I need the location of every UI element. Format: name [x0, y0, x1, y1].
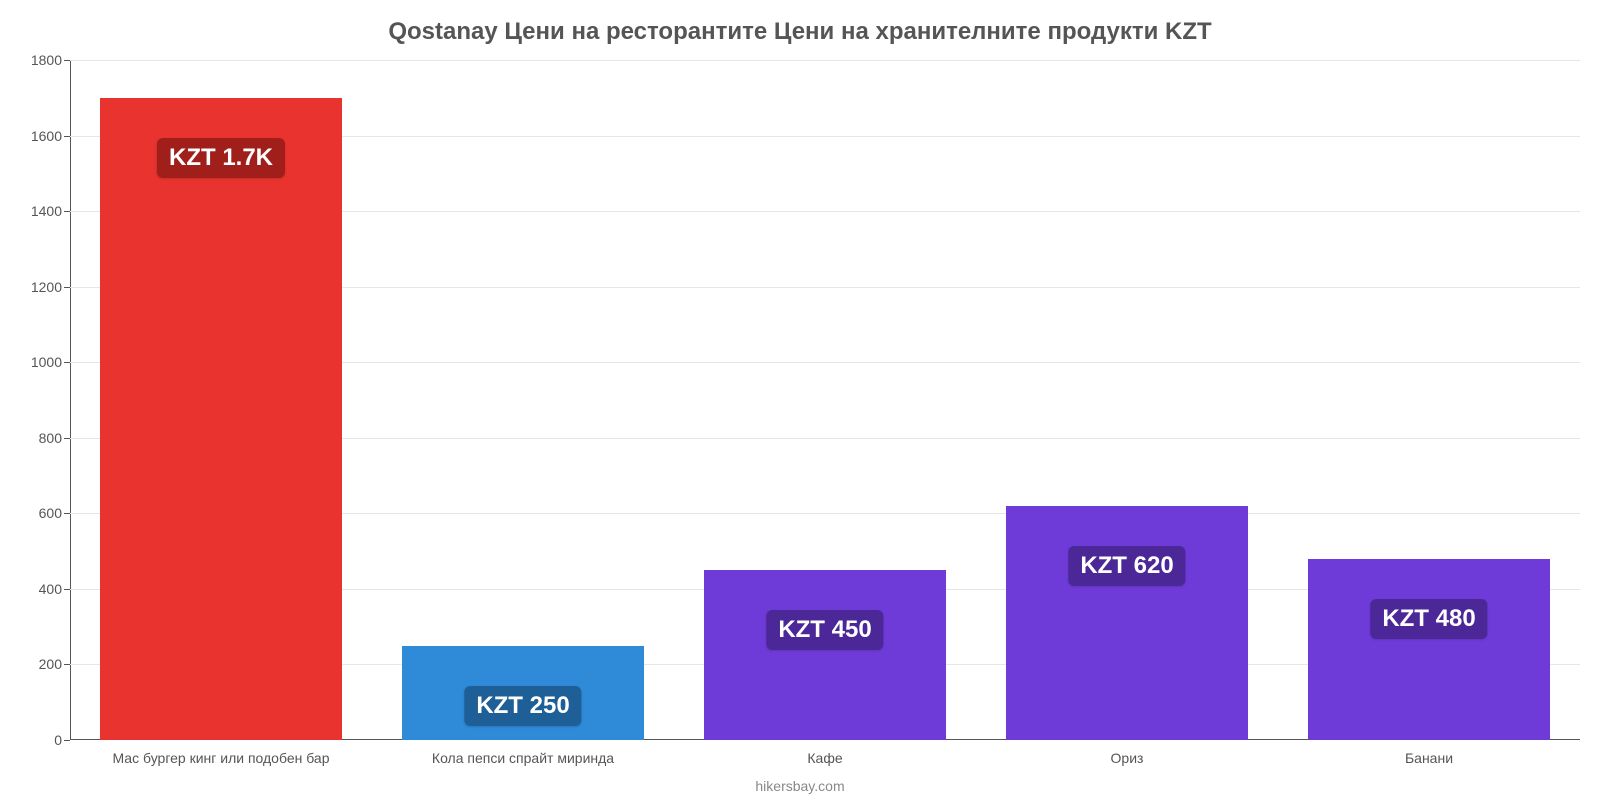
y-axis-line — [70, 60, 71, 740]
ytick-mark — [64, 513, 70, 514]
ytick-mark — [64, 60, 70, 61]
bar — [100, 98, 342, 740]
ytick-label: 800 — [39, 430, 62, 446]
gridline — [70, 60, 1580, 61]
value-badge: KZT 450 — [766, 610, 883, 650]
ytick-mark — [64, 589, 70, 590]
ytick-mark — [64, 287, 70, 288]
xtick-label: Кафе — [807, 750, 842, 766]
ytick-mark — [64, 211, 70, 212]
value-badge: KZT 250 — [464, 686, 581, 726]
chart-title: Qostanay Цени на ресторантите Цени на хр… — [0, 18, 1600, 46]
bar — [704, 570, 946, 740]
ytick-label: 1200 — [31, 279, 62, 295]
bar — [1006, 506, 1248, 740]
ytick-label: 400 — [39, 581, 62, 597]
ytick-label: 1800 — [31, 52, 62, 68]
ytick-mark — [64, 664, 70, 665]
plot-area: 020040060080010001200140016001800Мас бур… — [70, 60, 1580, 740]
value-badge: KZT 1.7K — [157, 138, 285, 178]
value-badge: KZT 480 — [1370, 599, 1487, 639]
ytick-mark — [64, 136, 70, 137]
ytick-mark — [64, 362, 70, 363]
xtick-label: Мас бургер кинг или подобен бар — [112, 750, 329, 766]
xtick-label: Ориз — [1111, 750, 1144, 766]
ytick-label: 600 — [39, 505, 62, 521]
ytick-label: 1600 — [31, 128, 62, 144]
ytick-label: 1000 — [31, 354, 62, 370]
chart-footer: hikersbay.com — [0, 778, 1600, 794]
ytick-label: 0 — [54, 732, 62, 748]
xtick-label: Банани — [1405, 750, 1453, 766]
ytick-mark — [64, 740, 70, 741]
value-badge: KZT 620 — [1068, 546, 1185, 586]
bar — [1308, 559, 1550, 740]
ytick-label: 200 — [39, 656, 62, 672]
ytick-mark — [64, 438, 70, 439]
xtick-label: Кола пепси спрайт миринда — [432, 750, 614, 766]
price-bar-chart: Qostanay Цени на ресторантите Цени на хр… — [0, 0, 1600, 800]
ytick-label: 1400 — [31, 203, 62, 219]
